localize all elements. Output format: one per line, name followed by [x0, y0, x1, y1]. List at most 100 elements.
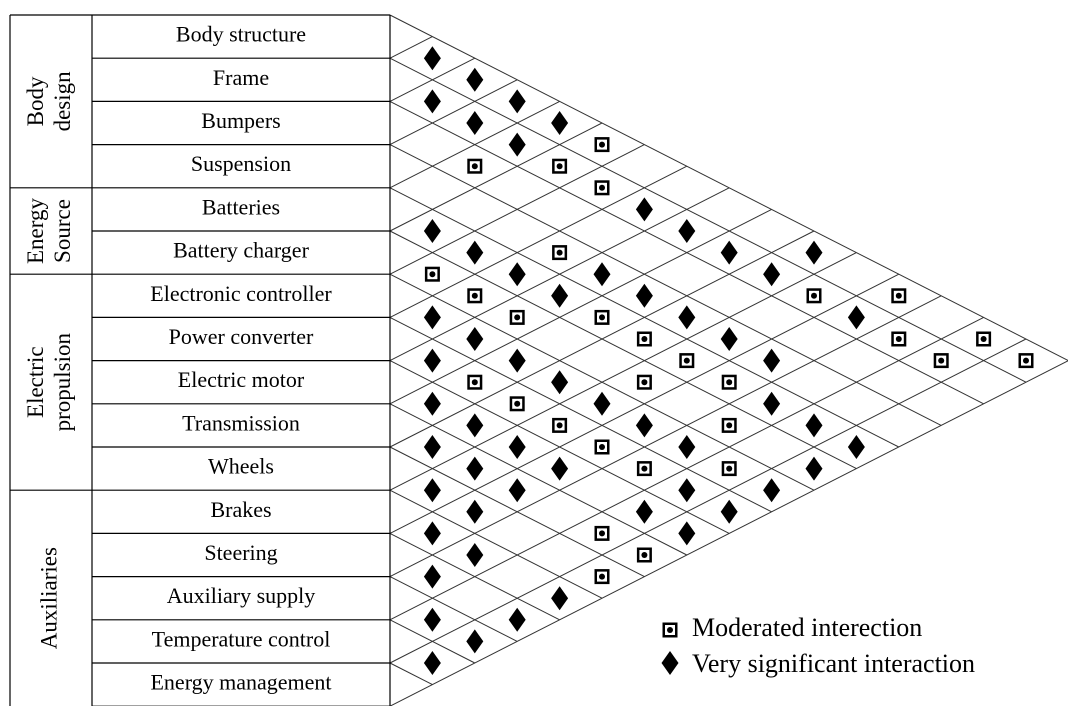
interaction-marker	[933, 353, 949, 369]
interaction-marker	[805, 456, 823, 481]
group-label: design	[50, 71, 75, 132]
grid-line	[389, 165, 688, 318]
grid-line	[389, 662, 433, 686]
interaction-marker	[847, 435, 865, 459]
row-label: Wheels	[208, 454, 274, 479]
row-label: Batteries	[202, 194, 280, 219]
interaction-marker	[423, 435, 441, 459]
marker-dot	[556, 422, 563, 429]
interaction-marker	[721, 461, 737, 477]
interaction-marker	[466, 543, 484, 567]
interaction-marker	[678, 521, 696, 546]
grid-line	[389, 489, 603, 599]
row-label: Energy management	[150, 670, 331, 695]
interaction-marker	[466, 499, 484, 524]
interaction-marker	[635, 413, 653, 438]
marker-dot	[471, 163, 478, 170]
interaction-marker	[423, 89, 441, 114]
grid-line	[389, 36, 433, 59]
interaction-marker	[423, 391, 441, 416]
interaction-marker	[466, 413, 484, 438]
row-label: Suspension	[191, 151, 291, 176]
interaction-marker	[423, 651, 441, 675]
marker-dot	[514, 314, 521, 321]
marker-dot	[683, 357, 690, 364]
group-label: propulsion	[50, 333, 75, 432]
legend-label: Moderated interection	[692, 613, 922, 642]
interaction-marker	[424, 266, 440, 282]
grid-line	[389, 576, 518, 642]
interaction-marker	[508, 607, 526, 632]
group-label: Source	[50, 199, 75, 263]
grid-line	[389, 316, 772, 513]
row-label: Temperature control	[152, 626, 331, 651]
interaction-marker	[678, 478, 696, 503]
row-label: Bumpers	[201, 108, 280, 133]
row-label: Auxiliary supply	[167, 583, 316, 608]
row-label: Transmission	[182, 410, 300, 435]
interaction-marker	[508, 132, 526, 157]
marker-dot	[641, 336, 648, 342]
interaction-marker	[466, 67, 484, 92]
interaction-marker	[552, 158, 568, 174]
interaction-marker	[763, 478, 781, 503]
marker-dot	[726, 465, 733, 472]
interaction-marker	[466, 456, 484, 481]
marker-dot	[641, 552, 648, 558]
interaction-marker	[593, 391, 611, 416]
interaction-marker	[466, 327, 484, 351]
interaction-marker	[551, 456, 569, 481]
marker-dot	[1023, 357, 1029, 364]
interaction-marker	[509, 309, 525, 325]
interaction-marker	[423, 348, 441, 373]
row-label: Frame	[213, 65, 269, 90]
row-label: Body structure	[176, 22, 306, 47]
marker-dot	[980, 336, 987, 342]
interaction-marker	[551, 111, 569, 135]
interaction-marker	[594, 180, 610, 196]
interaction-marker	[423, 478, 441, 503]
interaction-marker	[720, 240, 738, 265]
marker-dot	[471, 379, 478, 386]
interaction-marker	[551, 586, 569, 611]
grid-line	[389, 230, 857, 470]
interaction-marker	[678, 219, 696, 243]
row-label: Electronic controller	[150, 281, 332, 306]
interaction-marker	[466, 629, 484, 654]
grid-line	[389, 338, 1027, 664]
interaction-marker	[891, 331, 907, 347]
interaction-marker	[635, 499, 653, 524]
marker-dot	[641, 465, 648, 472]
marker-dot	[599, 314, 605, 321]
grid-line	[389, 403, 688, 556]
interaction-marker	[720, 327, 738, 351]
row-label: Power converter	[169, 324, 314, 349]
interaction-marker	[508, 348, 526, 373]
interaction-marker	[594, 309, 610, 325]
interaction-marker	[678, 435, 696, 459]
grid-line	[389, 360, 1068, 706]
interaction-marker	[552, 245, 568, 261]
interaction-marker	[636, 374, 652, 390]
interaction-marker	[720, 499, 738, 524]
interaction-marker	[594, 137, 610, 153]
interaction-marker	[508, 435, 526, 459]
interaction-marker	[635, 283, 653, 308]
group-label: Body	[23, 76, 48, 126]
interaction-marker	[551, 283, 569, 308]
interaction-marker	[636, 547, 652, 563]
marker-dot	[726, 422, 733, 429]
interaction-marker	[1018, 353, 1034, 369]
row-label: Battery charger	[173, 238, 309, 263]
interaction-marker	[891, 288, 907, 304]
grid-line	[389, 295, 942, 578]
grid-line	[389, 208, 772, 405]
interaction-marker	[509, 396, 525, 412]
marker-dot	[667, 627, 673, 633]
group-label: Auxiliaries	[36, 547, 61, 649]
marker-dot	[429, 271, 436, 278]
table: Body structure Frame Bumpers Suspension Batt…	[9, 14, 391, 706]
interaction-marker	[635, 197, 653, 222]
